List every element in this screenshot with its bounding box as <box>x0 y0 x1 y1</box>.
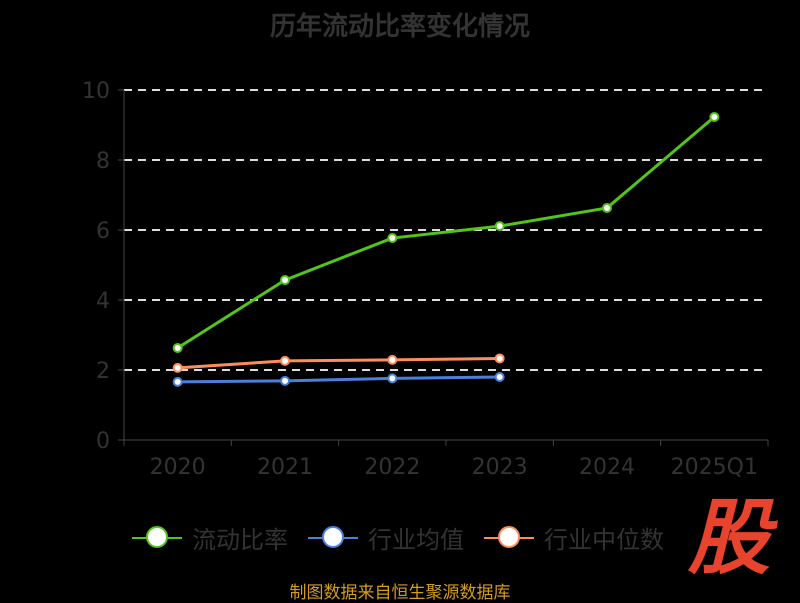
legend-item[interactable]: 行业均值 <box>308 520 464 555</box>
series-line <box>177 375 500 384</box>
data-point <box>387 233 398 244</box>
x-tick-label: 2025Q1 <box>671 455 758 480</box>
y-tick-label: 10 <box>82 79 110 104</box>
data-point <box>494 372 505 382</box>
x-tick-label: 2021 <box>257 455 313 480</box>
data-point <box>172 362 183 373</box>
data-point <box>172 376 183 387</box>
series-line <box>177 356 500 370</box>
data-point <box>172 342 183 353</box>
legend-label: 行业均值 <box>368 526 464 554</box>
series-line <box>176 115 716 350</box>
legend-marker-icon <box>308 525 358 548</box>
source-note: 制图数据来自恒生聚源数据库 <box>289 583 511 603</box>
data-point <box>494 353 505 364</box>
data-point <box>494 221 505 232</box>
x-tick-label: 2023 <box>472 455 528 480</box>
x-tick-label: 2022 <box>364 455 420 480</box>
logo-watermark: 股 <box>688 491 770 586</box>
chart-title: 历年流动比率变化情况 <box>269 12 530 42</box>
x-tick-label: 2024 <box>579 455 635 480</box>
data-point <box>709 111 720 122</box>
data-point <box>387 373 398 384</box>
y-tick-label: 4 <box>96 289 110 314</box>
data-point <box>280 375 290 386</box>
data-point <box>280 275 290 286</box>
legend-marker-icon <box>484 525 534 548</box>
legend-item[interactable]: 行业中位数 <box>484 520 664 555</box>
y-tick-label: 2 <box>96 359 110 384</box>
legend-item[interactable]: 流动比率 <box>132 520 288 555</box>
data-point <box>387 354 398 365</box>
legend-marker-icon <box>132 525 182 548</box>
data-point <box>602 202 612 213</box>
legend-label: 行业中位数 <box>544 526 664 554</box>
y-tick-label: 0 <box>96 429 110 454</box>
y-tick-label: 6 <box>96 219 110 244</box>
data-point <box>280 355 290 366</box>
legend: 流动比率 行业均值 行业中位数 <box>132 520 664 555</box>
x-tick-label: 2020 <box>150 455 206 480</box>
y-tick-label: 8 <box>96 149 110 174</box>
legend-label: 流动比率 <box>192 526 288 554</box>
